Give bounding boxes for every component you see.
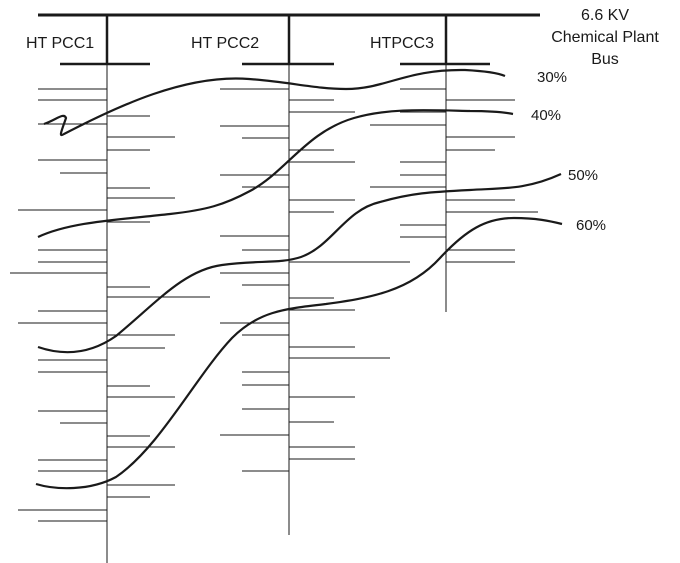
panel-label-pcc3: HTPCC3	[370, 35, 434, 52]
panel-label-pcc2: HT PCC2	[191, 35, 259, 52]
curve-label-60pct: 60%	[576, 217, 606, 234]
load-feeders-pcc1	[10, 88, 210, 522]
bus-label-line-3: Bus	[591, 51, 619, 68]
contour-40pct	[37, 109, 514, 238]
load-feeders-pcc2	[220, 88, 410, 472]
panel-label-pcc1: HT PCC1	[26, 35, 94, 52]
bus-label-line-1: 6.6 KV	[581, 7, 629, 24]
curve-label-50pct: 50%	[568, 167, 598, 184]
curve-label-40pct: 40%	[531, 107, 561, 124]
curve-label-30pct: 30%	[537, 69, 567, 86]
contour-60pct	[35, 216, 563, 490]
bus-label-line-2: Chemical Plant	[551, 29, 659, 46]
load-feeders-pcc3	[370, 88, 538, 263]
contour-30pct	[43, 68, 506, 137]
contour-50pct	[37, 172, 562, 354]
